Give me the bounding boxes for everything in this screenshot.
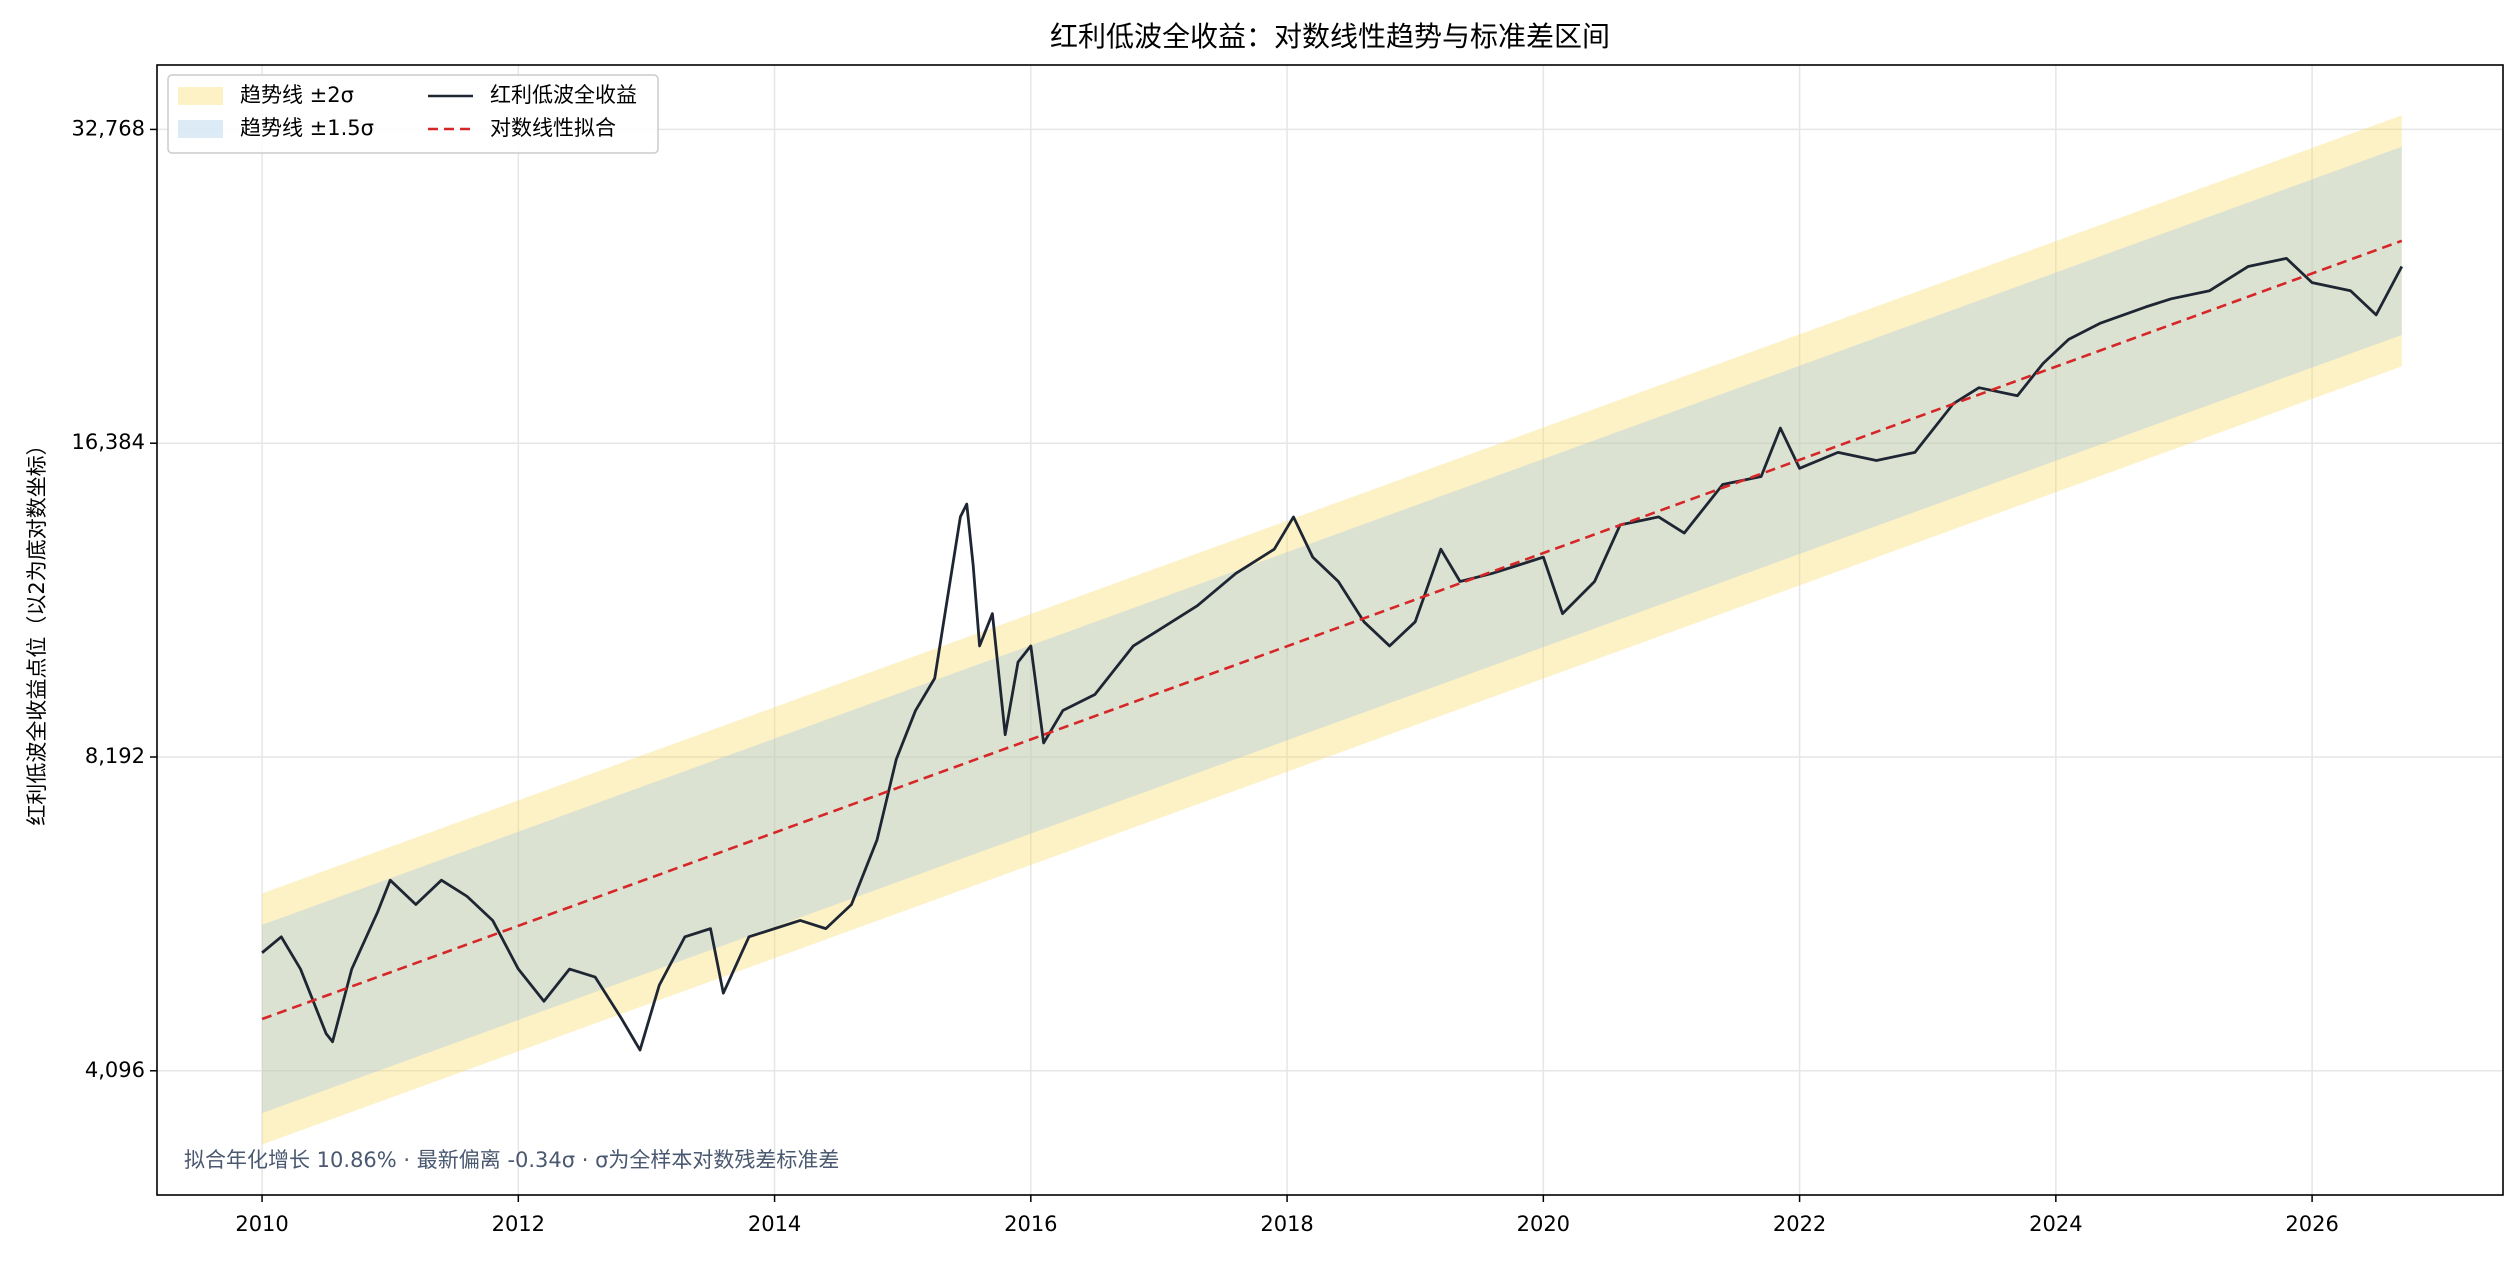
x-tick-label: 2014: [748, 1212, 801, 1236]
y-tick-label: 4,096: [85, 1058, 145, 1082]
x-tick-label: 2016: [1004, 1212, 1057, 1236]
chart-title: 红利低波全收益：对数线性趋势与标准差区间: [1050, 20, 1610, 53]
x-tick-label: 2012: [492, 1212, 545, 1236]
series-line: [261, 239, 2403, 1021]
y-axis-label: 红利低波全收益点位（以2为底对数坐标）: [25, 434, 49, 825]
y-tick-label: 32,768: [72, 116, 145, 140]
legend-label: 趋势线 ±1.5σ: [240, 116, 374, 140]
legend-label: 趋势线 ±2σ: [240, 83, 354, 107]
y-tick-label: 16,384: [72, 430, 145, 454]
x-tick-label: 2010: [235, 1212, 288, 1236]
x-tick-label: 2022: [1773, 1212, 1826, 1236]
legend-frame: [167, 74, 659, 154]
series-line: [261, 256, 2404, 1052]
x-tick-label: 2020: [1517, 1212, 1570, 1236]
y-tick-label: 8,192: [85, 744, 145, 768]
legend-label: 对数线性拟合: [490, 116, 616, 140]
axes-frame: [156, 64, 2504, 1196]
x-tick-label: 2018: [1260, 1212, 1313, 1236]
legend-swatch: [178, 87, 223, 105]
x-tick-label: 2026: [2285, 1212, 2338, 1236]
annotation: 拟合年化增长 10.86% · 最新偏离 -0.34σ · σ为全样本对数残差标…: [184, 1148, 839, 1172]
plot-area: 2010 2012 2014 2016 2018 2020 2022 2024 2026 4,09…: [72, 65, 2503, 1236]
legend-label: 红利低波全收益: [490, 83, 637, 107]
x-tick-label: 2024: [2029, 1212, 2082, 1236]
legend-swatch: [178, 120, 223, 138]
